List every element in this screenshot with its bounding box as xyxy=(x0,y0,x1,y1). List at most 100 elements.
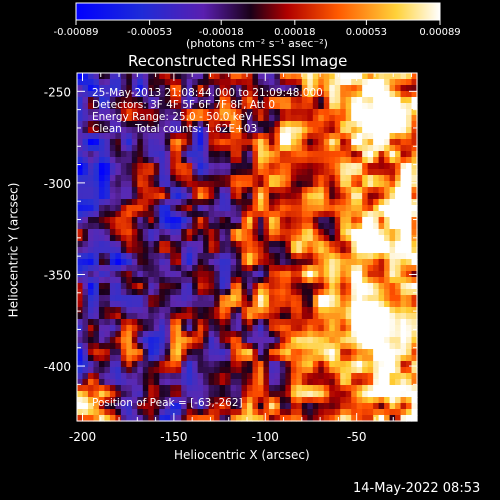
heatmap-pixel xyxy=(170,337,177,344)
heatmap-pixel xyxy=(225,331,232,338)
heatmap-pixel xyxy=(159,253,166,260)
heatmap-pixel xyxy=(356,139,363,146)
heatmap-pixel xyxy=(373,139,380,146)
heatmap-pixel xyxy=(98,289,106,296)
heatmap-pixel xyxy=(373,115,380,122)
heatmap-pixel xyxy=(367,91,374,98)
heatmap-pixel xyxy=(93,91,100,98)
heatmap-pixel xyxy=(148,157,155,164)
heatmap-pixel xyxy=(164,145,171,152)
heatmap-pixel xyxy=(351,331,358,338)
heatmap-pixel xyxy=(159,361,166,368)
heatmap-pixel xyxy=(296,301,303,308)
heatmap-pixel xyxy=(334,367,341,374)
heatmap-pixel xyxy=(274,157,281,164)
heatmap-pixel xyxy=(395,199,402,206)
heatmap-pixel xyxy=(186,415,193,422)
heatmap-pixel xyxy=(203,271,210,278)
heatmap-pixel xyxy=(263,277,270,284)
heatmap-pixel xyxy=(115,253,122,260)
heatmap-pixel xyxy=(219,385,226,392)
heatmap-pixel xyxy=(323,397,330,404)
heatmap-pixel xyxy=(98,139,106,146)
heatmap-pixel xyxy=(115,301,122,308)
heatmap-pixel xyxy=(378,397,385,404)
heatmap-pixel xyxy=(340,355,347,362)
heatmap-pixel xyxy=(279,367,286,374)
heatmap-pixel xyxy=(186,235,193,242)
heatmap-pixel xyxy=(263,319,270,326)
heatmap-pixel xyxy=(400,361,407,368)
heatmap-pixel xyxy=(93,97,100,104)
heatmap-pixel xyxy=(367,283,374,290)
heatmap-pixel xyxy=(279,265,286,272)
heatmap-pixel xyxy=(406,409,413,416)
heatmap-pixel xyxy=(170,175,177,182)
heatmap-pixel xyxy=(411,385,418,392)
heatmap-pixel xyxy=(334,229,341,236)
heatmap-pixel xyxy=(115,85,122,92)
heatmap-pixel xyxy=(395,253,402,260)
heatmap-pixel xyxy=(389,409,396,416)
heatmap-pixel xyxy=(236,271,243,278)
heatmap-pixel xyxy=(208,223,215,230)
heatmap-pixel xyxy=(274,289,281,296)
heatmap-pixel xyxy=(192,355,199,362)
heatmap-pixel xyxy=(109,307,116,314)
heatmap-pixel xyxy=(115,385,122,392)
heatmap-pixel xyxy=(389,277,396,284)
heatmap-pixel xyxy=(329,337,336,344)
heatmap-pixel xyxy=(356,157,363,164)
heatmap-pixel xyxy=(175,73,182,80)
heatmap-pixel xyxy=(274,193,281,200)
heatmap-pixel xyxy=(181,97,188,104)
heatmap-pixel xyxy=(268,133,276,140)
heatmap-pixel xyxy=(93,223,100,230)
heatmap-pixel xyxy=(131,187,138,194)
heatmap-pixel xyxy=(307,97,314,104)
heatmap-pixel xyxy=(181,91,188,98)
heatmap-pixel xyxy=(301,283,308,290)
colorbar-unit-label: (photons cm⁻² s⁻¹ asec⁻²) xyxy=(186,37,328,50)
heatmap-pixel xyxy=(400,73,407,80)
heatmap-pixel xyxy=(247,271,254,278)
heatmap-pixel xyxy=(98,313,106,320)
heatmap-pixel xyxy=(186,391,193,398)
heatmap-pixel xyxy=(351,79,358,86)
heatmap-pixel xyxy=(164,151,171,158)
heatmap-pixel xyxy=(323,391,330,398)
heatmap-pixel xyxy=(406,295,413,302)
heatmap-pixel xyxy=(170,157,177,164)
heatmap-pixel xyxy=(279,217,286,224)
heatmap-pixel xyxy=(334,193,341,200)
heatmap-pixel xyxy=(170,121,177,128)
heatmap-pixel xyxy=(334,235,341,242)
heatmap-pixel xyxy=(170,115,177,122)
heatmap-pixel xyxy=(340,349,347,356)
heatmap-pixel xyxy=(225,265,232,272)
heatmap-pixel xyxy=(186,247,193,254)
heatmap-pixel xyxy=(82,103,89,110)
heatmap-pixel xyxy=(318,139,325,146)
heatmap-pixel xyxy=(318,115,325,122)
heatmap-pixel xyxy=(93,175,100,182)
heatmap-pixel xyxy=(170,307,177,314)
heatmap-pixel xyxy=(164,241,171,248)
heatmap-pixel xyxy=(318,283,325,290)
heatmap-pixel xyxy=(225,205,232,212)
heatmap-pixel xyxy=(93,139,100,146)
colorbar-tick-label: -0.00018 xyxy=(199,27,244,38)
heatmap-pixel xyxy=(334,121,341,128)
heatmap-pixel xyxy=(104,301,111,308)
heatmap-pixel xyxy=(77,175,84,182)
heatmap-pixel xyxy=(175,367,182,374)
heatmap-pixel xyxy=(120,103,127,110)
heatmap-pixel xyxy=(263,91,270,98)
heatmap-pixel xyxy=(142,229,149,236)
heatmap-pixel xyxy=(120,79,127,86)
heatmap-pixel xyxy=(197,109,204,116)
heatmap-pixel xyxy=(131,379,138,386)
heatmap-pixel xyxy=(406,133,413,140)
heatmap-pixel xyxy=(77,367,84,374)
heatmap-pixel xyxy=(208,139,215,146)
